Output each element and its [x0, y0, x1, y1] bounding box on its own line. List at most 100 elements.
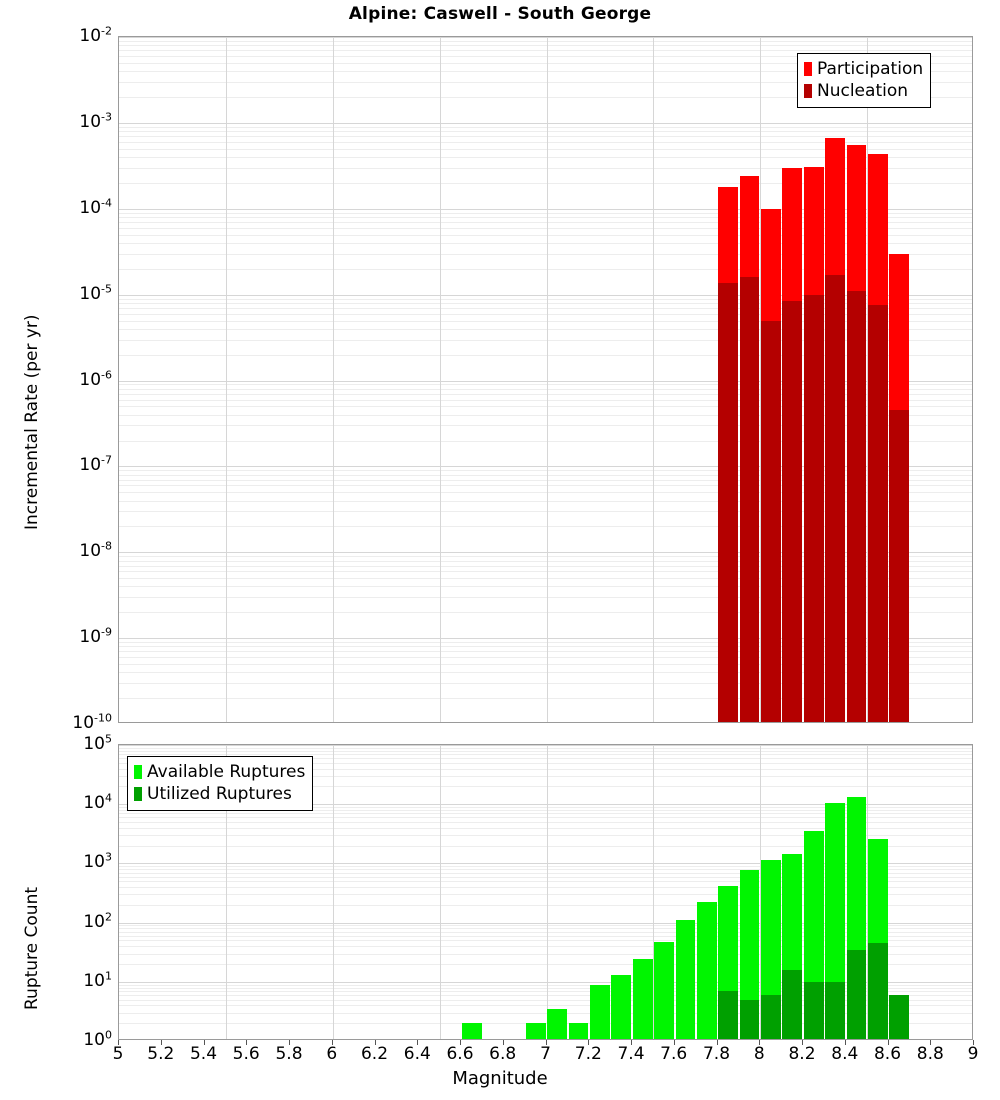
x-tick-label: 8.6 [873, 1044, 902, 1064]
y-tick-label: 10-6 [79, 367, 112, 390]
x-tick-mark [716, 1040, 718, 1045]
x-tick-label: 7.6 [660, 1044, 688, 1064]
x-tick-label: 5.8 [275, 1044, 303, 1064]
x-tick-mark [203, 1040, 205, 1045]
x-axis-title: Magnitude [452, 1068, 548, 1089]
x-tick-label: 7.2 [574, 1044, 602, 1064]
legend-item: Utilized Ruptures [134, 783, 305, 805]
bar-available-ruptures [568, 1023, 589, 1039]
y-tick-label: 10-3 [79, 110, 112, 132]
bar-available-ruptures [632, 959, 653, 1039]
bar-utilized-ruptures [867, 943, 888, 1039]
bar-nucleation [846, 291, 867, 722]
y-tick-label: 105 [83, 732, 112, 754]
bar-available-ruptures [761, 859, 781, 1039]
x-tick-label: 5.6 [232, 1044, 260, 1064]
x-tick-mark [289, 1040, 290, 1045]
bar-utilized-ruptures [718, 991, 739, 1039]
x-tick-mark [545, 1040, 547, 1045]
x-tick-label: 7.4 [617, 1044, 645, 1064]
x-tick-label: 7.8 [702, 1044, 731, 1064]
x-tick-mark [973, 1040, 974, 1045]
y-tick-label: 10-5 [79, 281, 112, 304]
bar-available-ruptures [461, 1023, 482, 1039]
x-tick-mark [759, 1040, 761, 1045]
x-tick-label: 9 [967, 1044, 979, 1064]
y-tick-label: 104 [83, 791, 112, 814]
y-tick-label: 10-9 [79, 625, 112, 648]
x-tick-mark [246, 1040, 248, 1045]
legend-item: Participation [804, 58, 923, 80]
x-tick-mark [673, 1040, 675, 1045]
x-tick-label: 8 [753, 1044, 765, 1064]
x-tick-mark [588, 1040, 590, 1045]
top-legend: Participation Nucleation [797, 53, 932, 108]
x-tick-mark [460, 1040, 461, 1045]
y-tick-label: 102 [83, 909, 112, 932]
bottom-y-axis-title: Rupture Count [22, 886, 42, 1010]
x-tick-label: 6 [326, 1044, 338, 1064]
bar-utilized-ruptures [739, 999, 760, 1039]
top-gridlines [119, 37, 972, 722]
x-tick-mark [160, 1040, 162, 1045]
legend-label: Utilized Ruptures [147, 783, 292, 804]
nucleation-swatch [804, 84, 812, 98]
bar-available-ruptures [525, 1023, 546, 1039]
bar-nucleation [803, 294, 824, 722]
top-y-axis-title: Incremental Rate (per yr) [22, 314, 42, 530]
bar-available-ruptures [611, 975, 632, 1039]
y-tick-label: 10-4 [79, 196, 112, 218]
y-tick-label: 101 [83, 969, 112, 991]
legend-label: Nucleation [817, 80, 909, 101]
x-tick-label: 5.2 [147, 1044, 175, 1064]
x-tick-mark [417, 1040, 419, 1045]
bar-utilized-ruptures [889, 994, 910, 1039]
bar-utilized-ruptures [782, 969, 803, 1039]
x-tick-mark [930, 1040, 932, 1045]
bar-nucleation [761, 320, 781, 722]
x-tick-mark [331, 1040, 333, 1045]
x-tick-mark [802, 1040, 803, 1045]
x-tick-mark [118, 1040, 119, 1045]
bottom-legend: Available Ruptures Utilized Ruptures [127, 756, 314, 811]
y-tick-label: 103 [83, 850, 112, 873]
page-title: Alpine: Caswell - South George [348, 4, 652, 24]
bar-available-ruptures [825, 802, 845, 1039]
x-tick-label: 8.8 [916, 1044, 944, 1064]
x-tick-mark [502, 1040, 504, 1045]
x-tick-label: 6.8 [489, 1044, 517, 1064]
x-tick-label: 8.2 [788, 1044, 816, 1064]
y-tick-label: 100 [83, 1028, 112, 1050]
available-ruptures-swatch [134, 765, 142, 779]
bar-available-ruptures [696, 902, 717, 1039]
bottom-bars [119, 745, 972, 1039]
bar-available-ruptures [590, 984, 610, 1039]
legend-label: Participation [817, 58, 924, 79]
bar-utilized-ruptures [825, 981, 845, 1039]
bar-nucleation [889, 410, 910, 722]
bar-utilized-ruptures [761, 994, 781, 1039]
y-tick-label: 10-2 [79, 24, 112, 46]
x-tick-mark [887, 1040, 889, 1045]
x-tick-label: 7 [540, 1044, 551, 1064]
x-tick-label: 6.2 [360, 1044, 389, 1064]
bar-nucleation [718, 283, 739, 722]
x-tick-mark [374, 1040, 376, 1045]
participation-swatch [804, 62, 812, 76]
x-tick-label: 6.4 [403, 1044, 431, 1064]
utilized-ruptures-swatch [134, 787, 142, 801]
y-tick-label: 10-7 [79, 453, 112, 476]
bar-nucleation [739, 277, 760, 722]
bar-utilized-ruptures [803, 981, 824, 1039]
y-tick-label: 10-10 [72, 711, 112, 733]
x-tick-mark [631, 1040, 632, 1045]
legend-label: Available Ruptures [147, 761, 306, 782]
bar-available-ruptures [654, 942, 674, 1039]
x-tick-mark [844, 1040, 846, 1045]
x-tick-label: 5.4 [189, 1044, 218, 1064]
incremental-rate-plot [118, 36, 973, 723]
bar-nucleation [825, 274, 845, 722]
bar-available-ruptures [547, 1008, 568, 1039]
legend-item: Available Ruptures [134, 761, 305, 783]
bar-utilized-ruptures [846, 949, 867, 1039]
